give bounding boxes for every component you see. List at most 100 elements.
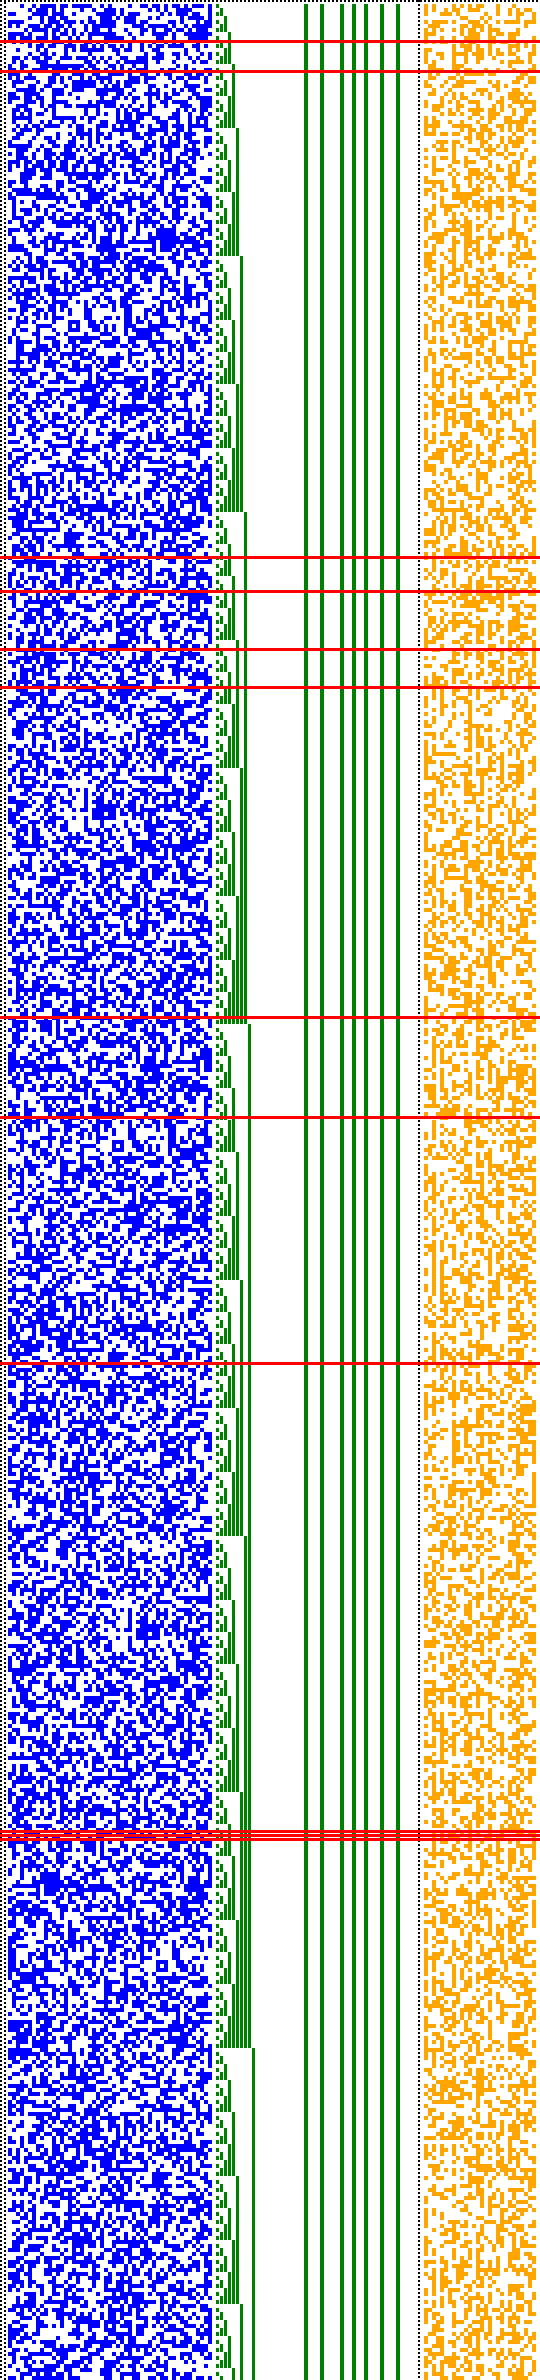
random-cell-run (44, 312, 48, 316)
random-cell-run (132, 744, 140, 748)
random-cell-run (44, 316, 48, 320)
random-cell-run (116, 880, 120, 884)
random-cell-run (56, 1080, 60, 1084)
random-cell-run (104, 256, 120, 260)
random-cell-run (204, 44, 208, 48)
random-cell-run (60, 1404, 68, 1408)
random-cell-run (52, 352, 56, 356)
random-cell-run (144, 1312, 148, 1316)
random-cell-run (140, 1200, 184, 1204)
random-cell-run (124, 180, 140, 184)
random-cell-run (172, 980, 184, 984)
random-cell-run (108, 432, 128, 436)
random-cell-run (16, 512, 28, 516)
random-cell-run (92, 892, 100, 896)
random-cell-run (8, 748, 12, 752)
random-cell-run (76, 840, 80, 844)
random-cell-run (20, 780, 24, 784)
random-cell-run (104, 1176, 108, 1180)
random-cell-run (156, 1156, 164, 1160)
random-cell-run (8, 1332, 20, 1336)
random-cell-run (96, 380, 140, 384)
random-cell-run (184, 284, 196, 288)
random-cell-run (112, 1492, 116, 1496)
random-cell-run (80, 1300, 88, 1304)
random-cell-run (208, 640, 212, 644)
random-cell-run (192, 820, 196, 824)
random-cell-run (80, 1076, 88, 1080)
random-cell-run (72, 1236, 80, 1240)
random-cell-run (84, 800, 88, 804)
random-cell-run (20, 1468, 28, 1472)
random-cell-run (84, 304, 88, 308)
random-cell-run (156, 432, 164, 436)
random-cell-run (8, 928, 12, 932)
random-cell-run (16, 320, 28, 324)
random-cell-run (184, 428, 192, 432)
random-cell-run (12, 936, 16, 940)
random-cell-run (156, 1408, 168, 1412)
random-cell-run (176, 8, 192, 12)
random-cell-run (28, 860, 32, 864)
random-cell-run (184, 1204, 192, 1208)
random-cell-run (164, 1232, 176, 1236)
random-cell-run (16, 88, 36, 92)
random-cell-run (180, 912, 196, 916)
random-cell-run (44, 572, 48, 576)
random-cell-run (32, 1356, 40, 1360)
random-cell-run (84, 332, 88, 336)
random-cell-run (44, 1492, 48, 1496)
random-cell-run (56, 1056, 60, 1060)
random-cell-run (124, 368, 128, 372)
random-cell-run (92, 792, 96, 796)
random-cell-run (128, 532, 136, 536)
random-cell-run (144, 652, 152, 656)
random-cell-run (124, 1216, 144, 1220)
random-cell-run (20, 60, 24, 64)
random-cell-run (188, 920, 192, 924)
random-cell-run (104, 1324, 108, 1328)
random-cell-run (44, 728, 48, 732)
random-cell-run (132, 396, 144, 400)
random-cell-run (36, 48, 40, 52)
random-cell-run (64, 1104, 68, 1108)
random-cell-run (64, 1452, 68, 1456)
random-cell-run (136, 1464, 140, 1468)
random-cell-run (156, 492, 160, 496)
random-cell-run (132, 788, 148, 792)
random-cell-run (80, 76, 84, 80)
random-cell-run (196, 292, 208, 296)
random-cell-run (100, 552, 108, 556)
random-cell-run (76, 728, 80, 732)
random-cell-run (60, 896, 64, 900)
random-cell-run (60, 16, 68, 20)
random-cell-run (100, 56, 104, 60)
random-cell-run (60, 1468, 80, 1472)
random-cell-run (172, 1060, 200, 1064)
random-cell-run (28, 1240, 32, 1244)
random-cell-run (176, 1388, 180, 1392)
random-cell-run (120, 700, 128, 704)
random-cell-run (36, 60, 48, 64)
random-cell-run (36, 128, 44, 132)
random-cell-run (112, 792, 124, 796)
random-cell-run (176, 1164, 184, 1168)
random-cell-run (140, 532, 148, 536)
random-cell-run (140, 1100, 144, 1104)
random-cell-run (172, 184, 192, 188)
random-cell-run (108, 492, 116, 496)
random-cell-run (156, 380, 168, 384)
random-cell-run (188, 1344, 204, 1348)
random-cell-run (32, 636, 36, 640)
random-cell-run (136, 476, 140, 480)
random-cell-run (180, 964, 196, 968)
random-cell-run (132, 464, 140, 468)
random-cell-run (12, 112, 16, 116)
random-cell-run (132, 948, 144, 952)
random-cell-run (100, 1452, 108, 1456)
random-cell-run (84, 696, 88, 700)
random-cell-run (64, 600, 72, 604)
random-cell-run (188, 1180, 192, 1184)
random-cell-run (108, 1504, 112, 1508)
random-cell-run (96, 1172, 100, 1176)
